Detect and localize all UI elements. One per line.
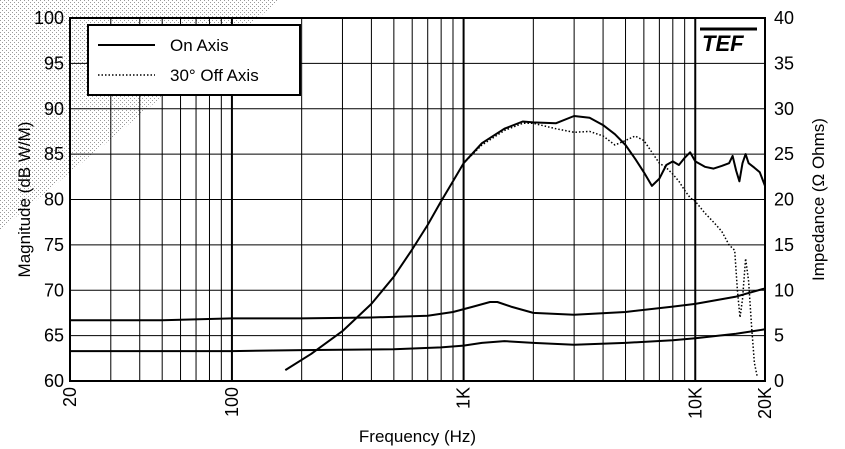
legend-label-on-axis: On Axis <box>170 36 229 55</box>
series-line-on-axis <box>284 115 766 371</box>
x-tick-label: 1K <box>454 387 474 409</box>
y-right-tick-label: 10 <box>774 280 794 300</box>
series-line-30-off-axis <box>463 122 758 377</box>
series-lines <box>70 115 766 377</box>
y-axis-left-title: Magnitude (dB W/M) <box>15 122 34 278</box>
y-left-tick-label: 80 <box>44 190 64 210</box>
y-right-tick-label: 25 <box>774 144 794 164</box>
y-axis-right-title: Impedance (Ω Ohms) <box>809 118 828 281</box>
x-tick-label: 100 <box>222 387 242 417</box>
y-left-tick-label: 75 <box>44 235 64 255</box>
y-left-tick-label: 60 <box>44 371 64 391</box>
y-right-tick-label: 40 <box>774 8 794 28</box>
y-left-tick-label: 65 <box>44 326 64 346</box>
tef-logo: TEF <box>700 27 757 56</box>
tef-logo-text: TEF <box>702 31 744 56</box>
y-left-tick-label: 90 <box>44 99 64 119</box>
y-right-tick-label: 15 <box>774 235 794 255</box>
series-line-impedance-2 <box>70 287 766 322</box>
series-line-impedance-3 <box>70 328 766 353</box>
tick-labels: 60 65 70 75 80 85 90 95 100 0 5 10 15 20 25 30 35 40 20 100… <box>34 8 794 419</box>
y-right-tick-label: 35 <box>774 53 794 73</box>
y-right-tick-label: 0 <box>774 371 784 391</box>
x-tick-label: 10K <box>685 387 705 419</box>
y-left-tick-label: 95 <box>44 53 64 73</box>
y-left-tick-label: 100 <box>34 8 64 28</box>
x-tick-label: 20 <box>60 387 80 407</box>
y-right-tick-label: 5 <box>774 326 784 346</box>
plot-frame <box>69 17 766 382</box>
legend-box <box>87 24 301 96</box>
y-right-tick-label: 20 <box>774 190 794 210</box>
legend-label-off-axis: 30° Off Axis <box>170 66 259 85</box>
x-axis-title: Frequency (Hz) <box>359 427 476 446</box>
x-tick-label: 20K <box>755 387 775 419</box>
y-left-tick-label: 85 <box>44 144 64 164</box>
y-left-tick-label: 70 <box>44 280 64 300</box>
legend: On Axis 30° Off Axis <box>87 24 301 96</box>
y-right-tick-label: 30 <box>774 99 794 119</box>
